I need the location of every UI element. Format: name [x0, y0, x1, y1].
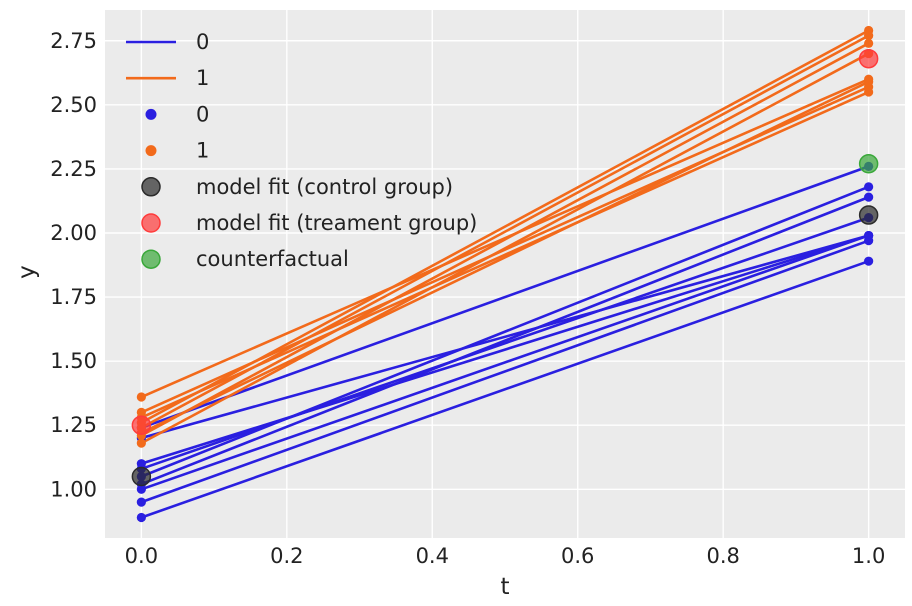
- tick-labels: 0.0 0.2 0.4 0.6 0.8 1.0 1.00 1.25 1.50 1.75 2.00 2.…: [50, 29, 885, 568]
- y-tick-label: 1.25: [50, 413, 97, 437]
- data-point-treatment: [864, 38, 874, 48]
- y-tick-label: 1.00: [50, 477, 97, 501]
- y-tick-label: 2.50: [50, 93, 97, 117]
- data-point-control: [864, 192, 874, 202]
- marker-model-fit-control-group: [131, 466, 152, 487]
- legend-marker-swatch: [141, 213, 161, 233]
- x-axis-label: t: [500, 574, 509, 600]
- x-tick-label: 0.0: [125, 544, 158, 568]
- legend-label: 0: [196, 30, 209, 54]
- x-tick-label: 0.8: [706, 544, 739, 568]
- y-tick-label: 2.25: [50, 157, 97, 181]
- data-point-control: [864, 256, 874, 266]
- legend-marker-swatch: [141, 249, 161, 269]
- data-point-control: [136, 484, 146, 494]
- series-line-control: [140, 234, 870, 440]
- marker-model-fit-treament-group: [131, 415, 152, 435]
- legend-label: model fit (control group): [196, 175, 453, 199]
- marker-counterfactual: [858, 154, 879, 174]
- y-tick-label: 2.00: [50, 221, 97, 245]
- series-lines: [140, 29, 870, 519]
- series-line-treatment: [140, 80, 870, 435]
- series-line-treatment: [140, 52, 870, 445]
- marker-model-fit-control-group: [858, 205, 879, 225]
- series-line-treatment: [140, 42, 870, 437]
- legend-dot-swatch: [145, 145, 157, 157]
- x-tick-label: 0.6: [561, 544, 594, 568]
- marker-model-fit-treament-group: [858, 48, 879, 69]
- series-line-control: [140, 165, 870, 430]
- data-point-control: [864, 182, 874, 192]
- series-line-treatment: [140, 34, 870, 430]
- legend-dot-swatch: [145, 108, 157, 120]
- x-tick-label: 0.2: [270, 544, 303, 568]
- series-line-treatment: [140, 29, 870, 424]
- data-point-control: [136, 512, 146, 523]
- legend-label: model fit (treament group): [196, 211, 477, 235]
- series-line-control: [140, 259, 870, 519]
- data-point-treatment: [136, 392, 146, 402]
- legend-marker-swatch: [141, 177, 161, 197]
- y-axis-label: y: [14, 265, 40, 279]
- x-tick-label: 0.4: [416, 544, 449, 568]
- y-tick-label: 1.50: [50, 349, 97, 373]
- legend-label: 0: [196, 102, 209, 126]
- data-point-control: [864, 230, 874, 241]
- data-point-treatment: [864, 31, 874, 41]
- series-line-control: [140, 195, 870, 486]
- data-point-treatment: [136, 438, 146, 448]
- data-point-control: [136, 497, 146, 507]
- legend-label: 1: [196, 66, 209, 90]
- legend-label: 1: [196, 139, 209, 163]
- data-point-treatment: [864, 87, 874, 97]
- data-point-treatment: [864, 77, 874, 87]
- legend-label: counterfactual: [196, 247, 349, 271]
- model-markers: [131, 48, 879, 487]
- series-line-control: [140, 234, 870, 491]
- plot-area: [105, 10, 905, 538]
- series-line-control: [140, 185, 870, 478]
- y-tick-label: 1.75: [50, 285, 97, 309]
- x-tick-label: 1.0: [852, 544, 885, 568]
- y-tick-label: 2.75: [50, 29, 97, 53]
- legend: 0 1 0 1 model fit (control group) model fit (…: [126, 30, 477, 271]
- series-line-control: [140, 239, 870, 504]
